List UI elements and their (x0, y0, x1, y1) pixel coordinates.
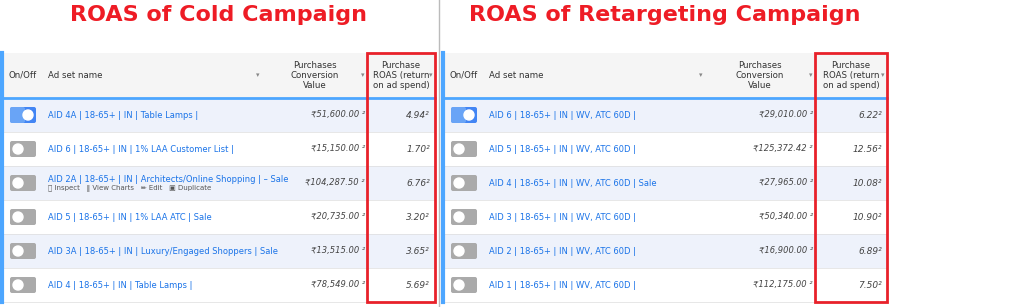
Text: AID 6 | 18-65+ | IN | WV, ATC 60D |: AID 6 | 18-65+ | IN | WV, ATC 60D | (489, 111, 636, 119)
Bar (2, 98, 435, 132)
Bar (443, 166, 887, 200)
Bar (443, 200, 887, 234)
Text: 10.90²: 10.90² (853, 212, 882, 221)
Circle shape (454, 246, 464, 256)
Text: ₹20,735.00 ²: ₹20,735.00 ² (310, 212, 365, 221)
FancyBboxPatch shape (451, 141, 477, 157)
Bar (2, 234, 435, 268)
Text: AID 5 | 18-65+ | IN | 1% LAA ATC | Sale: AID 5 | 18-65+ | IN | 1% LAA ATC | Sale (48, 212, 212, 221)
Circle shape (454, 212, 464, 222)
FancyBboxPatch shape (10, 277, 36, 293)
FancyBboxPatch shape (10, 141, 36, 157)
Text: Ad set name: Ad set name (489, 71, 544, 80)
Circle shape (13, 246, 23, 256)
Text: Purchase
ROAS (return
on ad spend): Purchase ROAS (return on ad spend) (373, 60, 429, 90)
Circle shape (13, 144, 23, 154)
Text: AID 2A | 18-65+ | IN | Architects/Online Shopping | – Sale: AID 2A | 18-65+ | IN | Architects/Online… (48, 174, 289, 184)
FancyBboxPatch shape (451, 175, 477, 191)
Text: 7.50²: 7.50² (858, 281, 882, 290)
FancyBboxPatch shape (451, 243, 477, 259)
Circle shape (464, 110, 474, 120)
Bar (367, 53, 435, 302)
Text: Purchases
Conversion
Value: Purchases Conversion Value (736, 60, 784, 90)
Text: Purchase
ROAS (return
on ad spend): Purchase ROAS (return on ad spend) (822, 60, 880, 90)
Text: ▾: ▾ (881, 72, 884, 79)
Text: ₹15,150.00 ²: ₹15,150.00 ² (310, 145, 365, 154)
Text: ₹50,340.00 ²: ₹50,340.00 ² (759, 212, 813, 221)
Text: AID 4A | 18-65+ | IN | Table Lamps |: AID 4A | 18-65+ | IN | Table Lamps | (48, 111, 199, 119)
Text: ▾: ▾ (360, 72, 364, 79)
Text: ₹29,010.00 ²: ₹29,010.00 ² (759, 111, 813, 119)
FancyBboxPatch shape (10, 107, 25, 123)
Text: 1.70²: 1.70² (407, 145, 430, 154)
Text: 3.20²: 3.20² (407, 212, 430, 221)
Text: ₹13,515.00 ²: ₹13,515.00 ² (310, 247, 365, 255)
Text: 5.69²: 5.69² (407, 281, 430, 290)
Bar (2, 132, 435, 166)
FancyBboxPatch shape (451, 107, 466, 123)
Text: ₹104,287.50 ²: ₹104,287.50 ² (305, 178, 365, 188)
Bar (443, 53, 887, 98)
Circle shape (454, 280, 464, 290)
Text: ROAS of Cold Campaign: ROAS of Cold Campaign (70, 5, 367, 25)
Text: Ad set name: Ad set name (48, 71, 102, 80)
Circle shape (454, 144, 464, 154)
Circle shape (23, 110, 33, 120)
Bar (443, 132, 887, 166)
FancyBboxPatch shape (10, 209, 36, 225)
Bar (2, 53, 435, 98)
Text: ₹27,965.00 ²: ₹27,965.00 ² (759, 178, 813, 188)
Text: 12.56²: 12.56² (853, 145, 882, 154)
Text: On/Off: On/Off (450, 71, 478, 80)
Text: 10.08²: 10.08² (853, 178, 882, 188)
Bar (443, 268, 887, 302)
Text: ₹78,549.00 ²: ₹78,549.00 ² (310, 281, 365, 290)
Circle shape (13, 212, 23, 222)
Text: ⓠ Inspect   ‖ View Charts   ✏ Edit   ▣ Duplicate: ⓠ Inspect ‖ View Charts ✏ Edit ▣ Duplica… (48, 185, 211, 192)
Text: ₹51,600.00 ²: ₹51,600.00 ² (310, 111, 365, 119)
Text: ▾: ▾ (428, 72, 432, 79)
Text: AID 5 | 18-65+ | IN | WV, ATC 60D |: AID 5 | 18-65+ | IN | WV, ATC 60D | (489, 145, 636, 154)
Text: ▾: ▾ (256, 72, 259, 79)
Text: 6.89²: 6.89² (858, 247, 882, 255)
Bar (2, 166, 435, 200)
Text: ▾: ▾ (809, 72, 812, 79)
Text: AID 1 | 18-65+ | IN | WV, ATC 60D |: AID 1 | 18-65+ | IN | WV, ATC 60D | (489, 281, 636, 290)
Text: 6.76²: 6.76² (407, 178, 430, 188)
Bar (815, 53, 887, 302)
Text: ₹16,900.00 ²: ₹16,900.00 ² (759, 247, 813, 255)
Text: AID 2 | 18-65+ | IN | WV, ATC 60D |: AID 2 | 18-65+ | IN | WV, ATC 60D | (489, 247, 636, 255)
FancyBboxPatch shape (451, 209, 477, 225)
Bar (443, 234, 887, 268)
Text: 6.22²: 6.22² (858, 111, 882, 119)
Circle shape (13, 178, 23, 188)
Bar (2, 200, 435, 234)
Bar (443, 98, 887, 132)
FancyBboxPatch shape (10, 175, 36, 191)
Text: AID 4 | 18-65+ | IN | WV, ATC 60D | Sale: AID 4 | 18-65+ | IN | WV, ATC 60D | Sale (489, 178, 656, 188)
Text: AID 3A | 18-65+ | IN | Luxury/Engaged Shoppers | Sale: AID 3A | 18-65+ | IN | Luxury/Engaged Sh… (48, 247, 278, 255)
Text: 3.65²: 3.65² (407, 247, 430, 255)
Text: AID 6 | 18-65+ | IN | 1% LAA Customer List |: AID 6 | 18-65+ | IN | 1% LAA Customer Li… (48, 145, 233, 154)
FancyBboxPatch shape (10, 107, 36, 123)
Circle shape (13, 280, 23, 290)
Circle shape (454, 178, 464, 188)
Text: AID 4 | 18-65+ | IN | Table Lamps |: AID 4 | 18-65+ | IN | Table Lamps | (48, 281, 193, 290)
Text: ▾: ▾ (698, 72, 702, 79)
Bar (2, 268, 435, 302)
FancyBboxPatch shape (451, 107, 477, 123)
Text: Purchases
Conversion
Value: Purchases Conversion Value (291, 60, 339, 90)
Text: AID 3 | 18-65+ | IN | WV, ATC 60D |: AID 3 | 18-65+ | IN | WV, ATC 60D | (489, 212, 636, 221)
Text: On/Off: On/Off (9, 71, 37, 80)
Text: 4.94²: 4.94² (407, 111, 430, 119)
Text: ROAS of Retargeting Campaign: ROAS of Retargeting Campaign (469, 5, 861, 25)
FancyBboxPatch shape (10, 243, 36, 259)
FancyBboxPatch shape (451, 277, 477, 293)
Text: ₹112,175.00 ²: ₹112,175.00 ² (754, 281, 813, 290)
Text: ₹125,372.42 ²: ₹125,372.42 ² (754, 145, 813, 154)
